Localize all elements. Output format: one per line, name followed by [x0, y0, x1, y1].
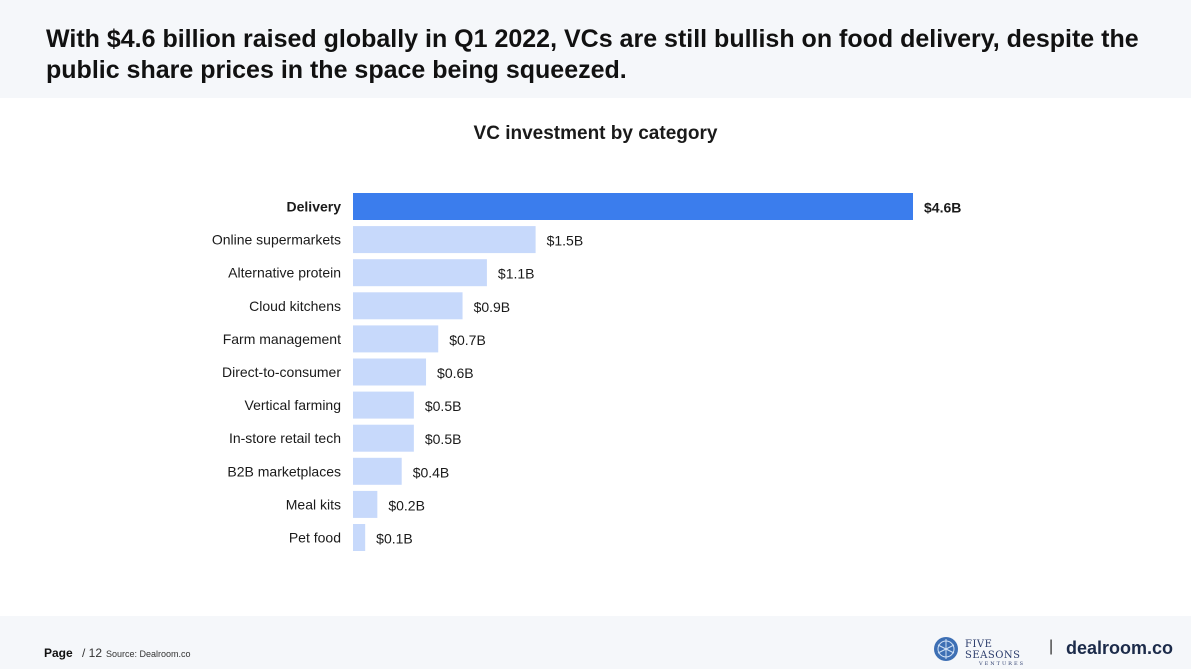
five-seasons-logo-icon [934, 637, 958, 661]
bar-farm-management [353, 325, 439, 353]
partner-logo-line1: FIVE SEASONS [965, 639, 1021, 661]
bar-direct-to-consumer [353, 358, 427, 386]
bar-vertical-farming [353, 391, 414, 419]
value-label: $0.6B [437, 365, 474, 381]
bar-meal-kits [353, 490, 378, 518]
chart-title: VC investment by category [473, 123, 718, 144]
bar-b2b-marketplaces [353, 457, 402, 485]
value-label: $1.5B [547, 233, 584, 249]
page-number: / 12 [82, 646, 103, 660]
value-label: $0.9B [474, 299, 511, 315]
category-label: B2B marketplaces [227, 463, 341, 479]
page-headline: With $4.6 billion raised globally in Q1 … [46, 25, 1139, 84]
category-label: Pet food [289, 530, 341, 546]
five-seasons-logo: FIVE SEASONS VENTURES [965, 639, 1041, 667]
category-label: Online supermarkets [212, 232, 341, 248]
value-label: $0.5B [425, 431, 462, 447]
value-label: $0.7B [449, 332, 486, 348]
bar-online-supermarkets [353, 226, 536, 254]
value-label: $0.1B [376, 531, 413, 547]
category-label: Delivery [287, 199, 342, 215]
category-label: Farm management [223, 331, 341, 347]
bar-delivery [353, 193, 913, 220]
logo-separator: | [1049, 638, 1054, 655]
bar-chart: Delivery $4.6B Online supermarkets $1.5B Alt… [212, 193, 961, 551]
page-label: Page [44, 646, 73, 660]
value-label: $1.1B [498, 266, 535, 282]
partner-logo-line2: VENTURES [979, 661, 1026, 667]
bar-in-store-retail-tech [353, 424, 414, 452]
category-label: Cloud kitchens [249, 298, 341, 314]
category-label: Direct-to-consumer [222, 364, 341, 380]
value-label: $4.6B [924, 200, 961, 216]
dealroom-brand: dealroom.co [1066, 638, 1174, 658]
value-label: $0.2B [388, 497, 425, 513]
category-label: Alternative protein [228, 265, 341, 281]
bar-alternative-protein [353, 259, 487, 287]
footer-band [0, 616, 1191, 669]
bar-cloud-kitchens [353, 292, 463, 320]
category-label: Meal kits [286, 496, 341, 512]
value-label: $0.4B [413, 464, 450, 480]
value-label: $0.5B [425, 398, 462, 414]
category-label: Vertical farming [245, 397, 341, 413]
header-band [0, 0, 1191, 98]
bar-pet-food [353, 524, 366, 551]
source-note: Source: Dealroom.co [106, 649, 191, 659]
category-label: In-store retail tech [229, 430, 341, 446]
